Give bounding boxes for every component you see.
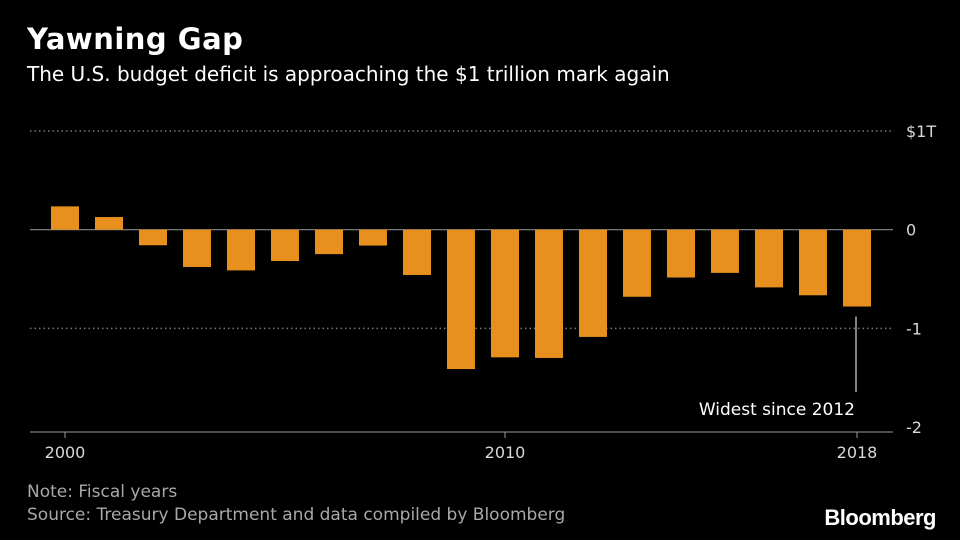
bar-2006: [315, 229, 343, 255]
chart-title: Yawning Gap: [27, 22, 244, 56]
bar-2001: [95, 217, 123, 230]
bar-2010: [491, 229, 519, 358]
chart-subtitle: The U.S. budget deficit is approaching t…: [27, 62, 670, 86]
bar-2007: [359, 229, 387, 246]
bar-2000: [51, 206, 79, 230]
bar-2011: [535, 229, 563, 358]
bar-2015: [711, 229, 739, 273]
bar-2014: [667, 229, 695, 278]
y-tick-label: -1: [906, 319, 922, 338]
x-tick-label: 2018: [837, 443, 878, 462]
annotation: Widest since 2012: [699, 316, 857, 420]
source-note: Source: Treasury Department and data com…: [27, 505, 566, 525]
bar-2013: [623, 229, 651, 297]
bar-2003: [183, 229, 211, 267]
bar-2002: [139, 229, 167, 246]
bloomberg-logo: Bloomberg: [824, 505, 936, 530]
x-tick-label: 2010: [485, 443, 526, 462]
y-tick-label: -2: [906, 418, 922, 437]
bar-2017: [799, 229, 827, 296]
y-tick-label: 0: [906, 221, 916, 240]
annotation-label: Widest since 2012: [699, 400, 855, 420]
x-axis: 2000 2010 2018: [30, 431, 893, 462]
x-tick-label: 2000: [45, 443, 86, 462]
bar-2005: [271, 229, 299, 262]
bar-series: [51, 206, 871, 370]
y-axis-ticks: $1T 0 -1 -2: [906, 122, 936, 437]
y-tick-label: $1T: [906, 122, 936, 141]
bar-2016: [755, 229, 783, 288]
bar-2004: [227, 229, 255, 271]
bar-2008: [403, 229, 431, 275]
bar-2018: [843, 229, 871, 307]
bar-2012: [579, 229, 607, 337]
bar-2009: [447, 229, 475, 370]
footnote: Note: Fiscal years: [27, 482, 178, 502]
